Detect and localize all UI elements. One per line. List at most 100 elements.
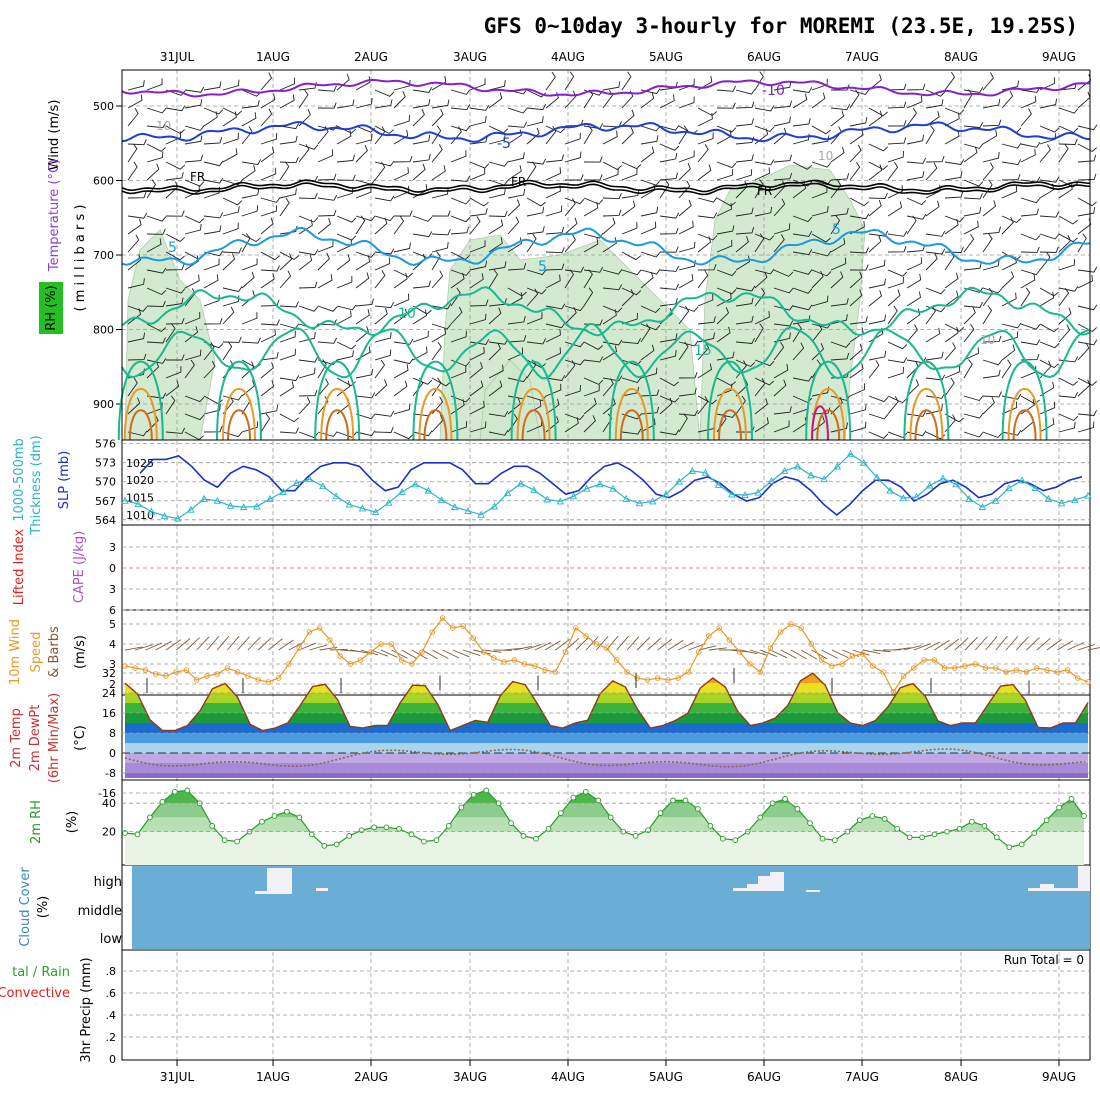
rh2m-point: [308, 831, 315, 838]
upper-wind-barb: [412, 346, 428, 361]
upper-wind-barb: [621, 359, 642, 366]
upper-wind-barb: [659, 377, 679, 387]
upper-wind-barb: [564, 360, 576, 379]
wind10-point: [552, 669, 559, 675]
upper-wind-barb: [678, 96, 695, 109]
upper-wind-barb: [1020, 208, 1039, 217]
upper-wind-barb: [317, 396, 329, 415]
contour-freezing-a: [121, 179, 1091, 193]
upper-wind-barb: [678, 180, 691, 199]
upper-wind-barb: [222, 286, 243, 293]
label-lifted-index: Lifted Index: [12, 528, 27, 605]
upper-wind-barb: [1001, 216, 1014, 235]
upper-wind-barb: [906, 215, 917, 235]
upper-wind-barb: [773, 305, 794, 311]
upper-wind-barb: [374, 426, 394, 433]
upper-wind-barb: [184, 349, 202, 361]
upper-wind-barb: [1020, 95, 1037, 109]
upper-wind-barb: [640, 271, 654, 289]
upper-wind-barb: [298, 215, 319, 223]
upper-wind-barb: [564, 217, 578, 235]
upper-wind-barb: [982, 162, 994, 181]
upper-wind-barb: [716, 326, 731, 343]
upper-wind-barb: [621, 337, 642, 344]
wind10-point: [624, 669, 630, 675]
upper-wind-barb: [716, 351, 735, 361]
upper-wind-barb: [507, 188, 526, 199]
rh2m-tick-label: 20: [102, 826, 116, 839]
upper-wind-barb: [260, 362, 274, 379]
upper-wind-barb: [773, 320, 794, 327]
upper-wind-barb: [545, 125, 557, 145]
upper-wind-barb: [583, 356, 604, 363]
wind10-point: [234, 669, 241, 675]
upper-wind-barb: [887, 120, 907, 127]
upper-wind-barb: [659, 212, 680, 219]
upper-wind-barb: [1039, 418, 1055, 433]
contour-label-fr-1: FR: [190, 170, 205, 184]
upper-wind-barb: [165, 131, 182, 145]
wind10-point: [1085, 679, 1091, 685]
upper-wind-barb: [678, 413, 688, 433]
thickness-point: [358, 504, 367, 512]
rh2m-point: [271, 813, 278, 819]
upper-wind-barb: [355, 309, 370, 325]
upper-wind-barb: [830, 84, 850, 91]
upper-wind-barb: [222, 179, 243, 186]
upper-wind-barb: [659, 265, 680, 272]
thickness-point: [1044, 494, 1053, 502]
upper-wind-barb: [317, 209, 337, 217]
upper-wind-barb: [298, 254, 313, 271]
upper-wind-barb: [811, 250, 832, 257]
upper-wind-barb: [146, 179, 157, 199]
rh2m-point: [1043, 817, 1050, 824]
slp-line: [139, 455, 1083, 517]
upper-wind-barb: [450, 197, 471, 205]
upper-wind-barb: [849, 383, 866, 397]
upper-wind-barb: [127, 161, 138, 181]
wind10-barb: [1046, 639, 1062, 651]
upper-wind-barb: [146, 122, 167, 129]
surface-temp-loop: [516, 388, 551, 441]
upper-wind-barb: [963, 193, 983, 200]
upper-wind-barb: [735, 395, 746, 415]
upper-wind-barb: [925, 125, 935, 145]
wind10-barb: [893, 647, 912, 651]
rh2m-point: [732, 837, 739, 843]
upper-wind-barb: [241, 421, 259, 433]
upper-wind-barb: [944, 71, 956, 91]
upper-wind-barb: [1001, 271, 1015, 289]
wind10-point: [675, 675, 681, 681]
upper-wind-barb: [982, 287, 1003, 294]
wind10-barb: [350, 649, 369, 654]
upper-wind-barb: [659, 297, 678, 307]
thickness-point: [371, 508, 380, 516]
upper-wind-barb: [222, 247, 242, 254]
upper-wind-barb: [469, 115, 487, 127]
wind10-barb: [698, 645, 717, 651]
wind10-point: [798, 625, 804, 631]
upper-wind-barb: [792, 375, 813, 382]
upper-wind-barb: [507, 315, 526, 325]
upper-wind-barb: [925, 162, 938, 181]
upper-wind-barb: [355, 255, 371, 271]
upper-wind-barb: [887, 201, 902, 217]
wind10-barb: [216, 635, 230, 651]
upper-wind-barb: [469, 346, 485, 361]
upper-wind-barb: [754, 268, 775, 275]
wind10-point: [163, 673, 169, 679]
wind10-point: [439, 615, 446, 621]
upper-wind-barb: [1039, 98, 1058, 109]
upper-wind-barb: [982, 397, 995, 415]
thickness-point: [820, 475, 828, 483]
upper-wind-barb: [659, 172, 679, 181]
date-label-top: 31JUL: [160, 50, 195, 64]
upper-wind-barb: [336, 154, 355, 163]
wind10-barb: [175, 638, 191, 651]
upper-wind-barb: [963, 207, 982, 217]
upper-wind-barb: [298, 219, 313, 235]
upper-wind-barb: [792, 287, 813, 294]
upper-wind-barb: [678, 372, 698, 379]
upper-wind-barb: [754, 323, 764, 343]
upper-wind-barb: [811, 416, 826, 433]
